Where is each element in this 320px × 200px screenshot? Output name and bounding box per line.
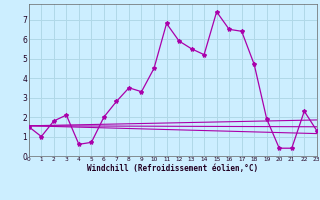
X-axis label: Windchill (Refroidissement éolien,°C): Windchill (Refroidissement éolien,°C) [87,164,258,173]
